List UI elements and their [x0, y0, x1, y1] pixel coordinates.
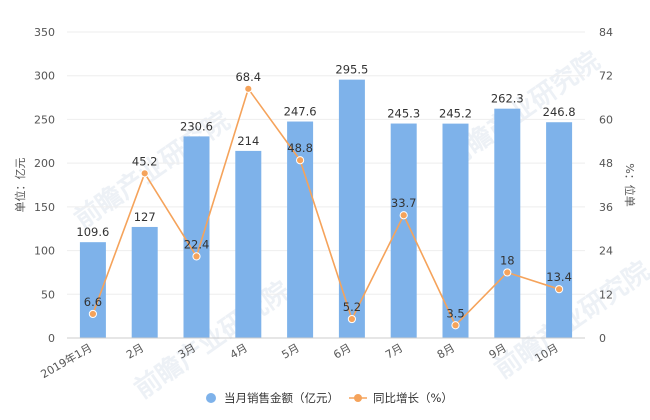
y-right-tick-label: 48: [599, 157, 613, 170]
y-right-tick-label: 12: [599, 288, 613, 301]
bar: [235, 150, 262, 338]
bar-value-label: 295.5: [335, 63, 368, 77]
x-tick-label: 3月: [176, 341, 198, 361]
y-tick-label: 350: [34, 26, 55, 39]
legend-line-marker: [354, 394, 362, 402]
bar-value-label: 230.6: [180, 119, 213, 133]
bar: [494, 108, 521, 338]
bar-value-label: 246.8: [543, 105, 576, 119]
y-tick-label: 50: [41, 288, 55, 301]
bar-value-label: 247.6: [284, 105, 317, 119]
legend-line-label: 同比增长（%）: [373, 391, 453, 405]
x-tick-label: 5月: [280, 341, 302, 361]
legend-bar-label: 当月销售金额（亿元）: [224, 391, 339, 405]
line-point: [88, 309, 98, 319]
y-tick-label: 250: [34, 113, 55, 126]
x-tick-label: 10月: [532, 341, 560, 365]
line-value-label: 3.5: [446, 306, 464, 320]
line-value-label: 5.2: [343, 300, 361, 314]
y-right-axis-title: %：位单: [623, 163, 637, 206]
bar-value-label: 109.6: [76, 225, 109, 239]
line-value-label: 18: [500, 253, 515, 267]
bar: [546, 122, 573, 338]
line-point: [555, 285, 564, 294]
x-tick-label: 2月: [124, 341, 146, 361]
y-tick-label: 300: [34, 70, 55, 83]
bar-value-label: 262.3: [491, 92, 524, 106]
bar-value-label: 245.3: [387, 107, 420, 121]
line-value-label: 45.2: [132, 154, 158, 168]
line-point: [140, 169, 149, 178]
line-value-label: 33.7: [391, 196, 417, 210]
bar-value-label: 214: [237, 134, 259, 148]
bar: [442, 123, 469, 338]
line-point: [296, 156, 305, 165]
line-value-label: 22.4: [184, 237, 210, 251]
x-tick-label: 4月: [228, 341, 250, 361]
y-tick-label: 0: [48, 332, 55, 345]
x-tick-label: 8月: [435, 341, 457, 361]
line-value-label: 68.4: [235, 70, 261, 84]
line-point: [399, 211, 408, 220]
line-point: [347, 314, 356, 324]
line-point: [192, 252, 201, 261]
bar: [131, 226, 158, 338]
bar-value-label: 127: [134, 210, 156, 224]
x-tick-label: 2019年1月: [38, 340, 94, 381]
line-point: [244, 84, 253, 93]
legend-bar-swatch: [206, 393, 216, 403]
x-tick-label: 7月: [383, 341, 405, 361]
y-right-tick-label: 60: [599, 113, 613, 126]
y-right-tick-label: 84: [599, 26, 613, 39]
growth-line: [92, 87, 560, 327]
bar: [183, 136, 210, 338]
y-right-tick-label: 0: [599, 332, 606, 345]
y-axis-title: 单位：亿元: [13, 158, 27, 213]
x-tick-label: 9月: [487, 341, 509, 361]
y-tick-label: 150: [34, 201, 55, 214]
line-value-label: 6.6: [84, 295, 102, 309]
y-right-tick-label: 72: [599, 70, 613, 83]
line-point: [451, 321, 460, 330]
x-tick-label: 6月: [331, 341, 353, 361]
y-right-tick-label: 36: [599, 201, 613, 214]
bar-value-label: 245.2: [439, 107, 472, 121]
y-tick-label: 200: [34, 157, 55, 170]
line-point: [503, 268, 512, 277]
line-value-label: 48.8: [287, 141, 313, 155]
bar: [390, 123, 417, 338]
y-right-tick-label: 24: [599, 245, 613, 258]
line-value-label: 13.4: [546, 270, 572, 284]
y-tick-label: 100: [34, 245, 55, 258]
